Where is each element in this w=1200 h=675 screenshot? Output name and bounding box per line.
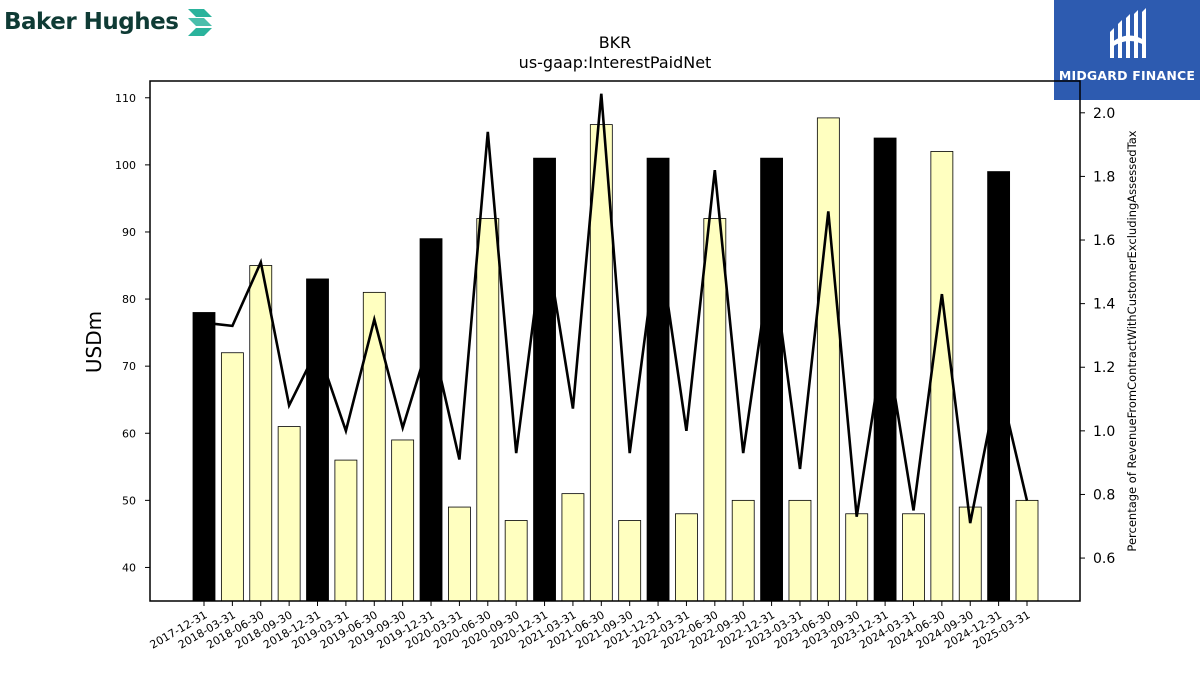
y2-axis-ticks: 0.6 0.8 1.0 1.2 1.4 1.6 1.8 2.0 — [1080, 106, 1115, 567]
bar-2023-03-31 — [788, 499, 812, 602]
bar-2018-12-31 — [306, 278, 329, 602]
bar-2021-09-30 — [618, 520, 642, 602]
chart-title: BKR — [599, 33, 632, 52]
midgard-finance-logo: MIDGARD FINANCE — [1054, 0, 1200, 100]
bar-2022-12-31 — [760, 157, 783, 602]
y2-tick-label: 1.0 — [1093, 424, 1115, 440]
y-tick-label: 110 — [115, 92, 136, 105]
ratio-line — [203, 93, 1029, 524]
bar-2018-06-30 — [249, 265, 273, 602]
bar-2020-09-30 — [504, 520, 528, 602]
bar-2022-03-31 — [675, 513, 698, 602]
baker-hughes-wordmark: Baker Hughes — [4, 9, 179, 35]
y2-tick-label: 0.8 — [1093, 487, 1115, 503]
bar-2021-03-31 — [561, 493, 585, 602]
bar-2017-12-31 — [192, 312, 216, 602]
bar-2019-06-30 — [362, 291, 386, 602]
midgard-finance-wordmark: MIDGARD FINANCE — [1058, 68, 1196, 83]
y-axis-label: USDm — [82, 311, 106, 373]
bar-2022-09-30 — [731, 499, 755, 602]
bar-2019-09-30 — [391, 439, 415, 602]
baker-hughes-logo: Baker Hughes — [4, 4, 216, 40]
bar-2020-03-31 — [448, 506, 471, 602]
bar-2021-12-31 — [646, 157, 670, 602]
y-tick-label: 70 — [122, 360, 136, 373]
y-axis-ticks: 40 50 60 70 80 90 100 110 — [115, 92, 150, 574]
x-axis-ticks: 2017-12-312018-03-312018-06-302018-09-30… — [148, 601, 1033, 652]
y2-axis-label: Percentage of RevenueFromContractWithCus… — [1125, 130, 1139, 551]
y-tick-label: 80 — [122, 293, 136, 306]
bar-2022-06-30 — [703, 218, 727, 602]
y-tick-label: 60 — [122, 427, 136, 440]
line-series — [203, 93, 1029, 524]
y-tick-label: 100 — [115, 159, 136, 172]
y2-tick-label: 2.0 — [1093, 106, 1115, 122]
y-tick-label: 90 — [122, 226, 136, 239]
bar-2025-03-31 — [1015, 499, 1039, 602]
bar-2020-06-30 — [476, 218, 500, 602]
bar-2024-03-31 — [902, 513, 925, 602]
bar-2019-03-31 — [334, 459, 358, 602]
y2-tick-label: 1.6 — [1093, 233, 1115, 249]
bar-2023-12-31 — [873, 137, 897, 602]
bar-2023-06-30 — [816, 117, 840, 602]
y-tick-label: 50 — [122, 494, 136, 507]
y-tick-label: 40 — [122, 561, 136, 574]
bar-2020-12-31 — [533, 157, 556, 602]
bar-2019-12-31 — [419, 238, 443, 602]
plot-area — [149, 80, 1081, 602]
y2-tick-label: 1.8 — [1093, 169, 1115, 185]
midgard-emblem-icon — [1110, 8, 1146, 58]
y2-tick-label: 1.4 — [1093, 297, 1115, 313]
bar-2018-03-31 — [220, 352, 244, 602]
bar-2018-09-30 — [277, 426, 301, 602]
bar-2024-06-30 — [930, 151, 954, 602]
baker-hughes-chevron-icon — [188, 9, 213, 36]
chart-subtitle: us-gaap:InterestPaidNet — [519, 53, 712, 72]
bar-series — [192, 117, 1039, 602]
y2-tick-label: 0.6 — [1093, 551, 1115, 567]
bar-2023-09-30 — [845, 513, 869, 602]
y2-tick-label: 1.2 — [1093, 360, 1115, 376]
